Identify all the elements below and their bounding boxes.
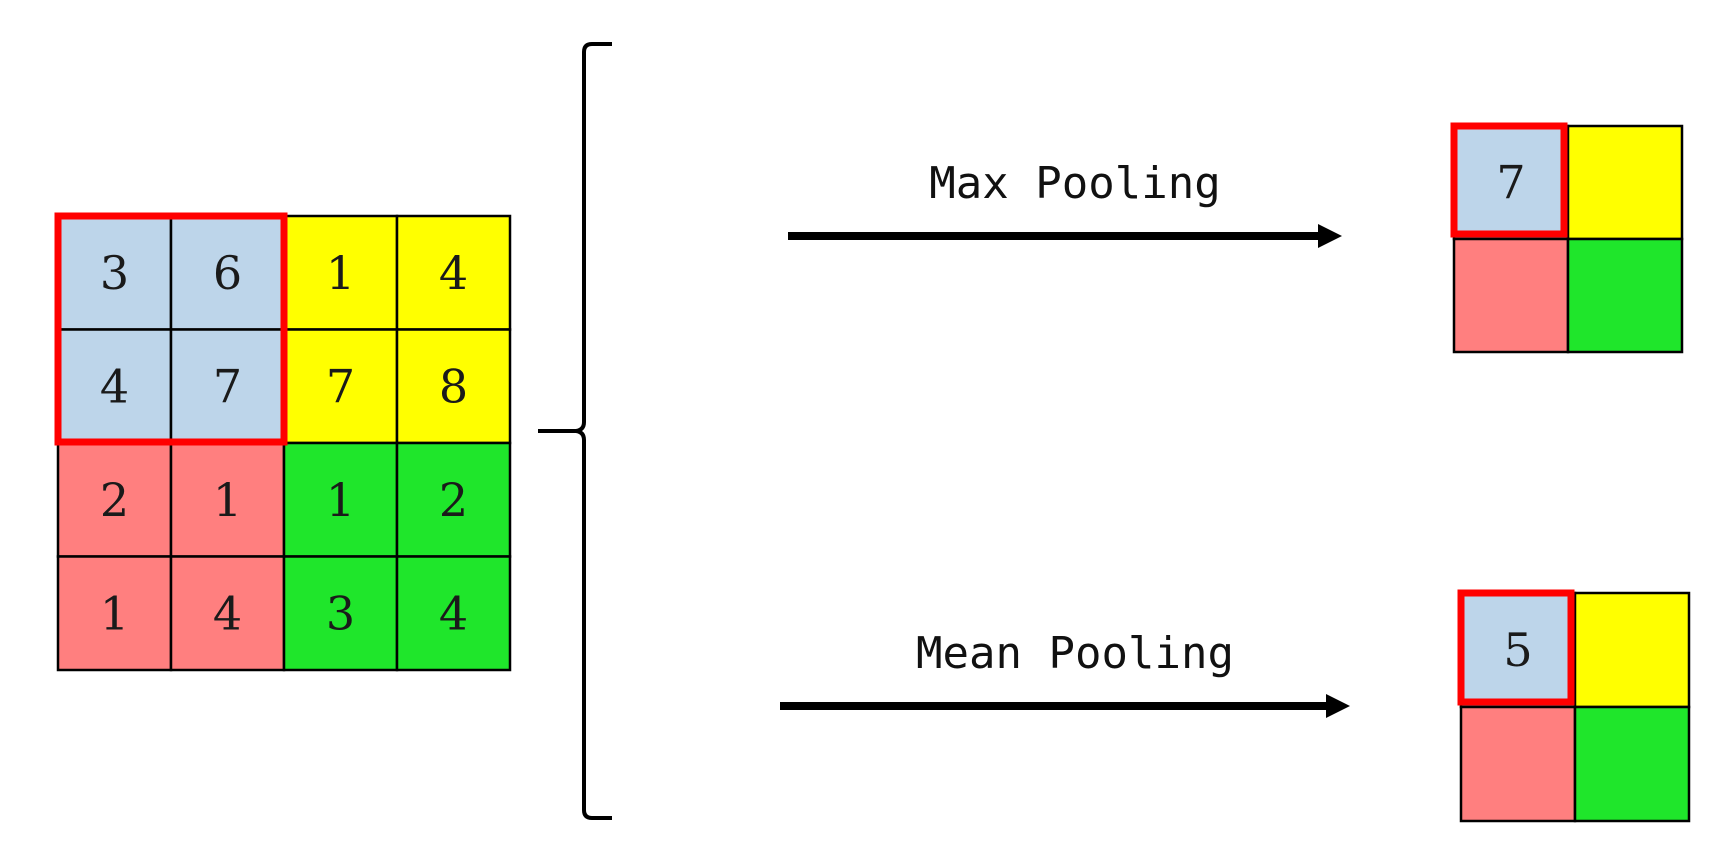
input-cell	[282, 555, 399, 672]
max-output-cell	[1566, 237, 1684, 354]
input-cell	[56, 214, 173, 331]
max-output-highlight	[1450, 122, 1568, 238]
max-pooling-arrow	[788, 224, 1342, 248]
input-cell	[395, 328, 512, 445]
input-cell-value: 1	[326, 246, 355, 300]
mean-output-cell	[1573, 705, 1691, 823]
input-cell-value: 1	[213, 473, 242, 527]
max-output-cell	[1452, 237, 1570, 354]
max-pooling-label: Max Pooling	[929, 158, 1220, 209]
mean-output-value: 5	[1503, 623, 1532, 677]
mean-pooling-output-grid: 5	[1459, 591, 1691, 823]
input-cell-value: 2	[439, 473, 468, 527]
input-cell-value: 4	[439, 586, 468, 640]
input-cell-value: 2	[100, 473, 129, 527]
input-cell-value: 3	[326, 586, 355, 640]
input-cell-value: 6	[213, 246, 242, 300]
max-output-cell	[1452, 124, 1570, 241]
curly-brace	[538, 42, 612, 820]
mean-pooling-arrow	[780, 694, 1350, 718]
max-pooling-output-grid: 7	[1452, 124, 1684, 354]
input-window-highlight	[54, 212, 288, 446]
input-cell-value: 4	[100, 359, 129, 413]
input-cell-value: 1	[326, 473, 355, 527]
input-cell-value: 3	[100, 246, 129, 300]
input-cell-value: 1	[100, 586, 129, 640]
input-cell-value: 7	[213, 359, 242, 413]
input-cell	[56, 555, 173, 672]
input-grid: 3 6 1 4 4 7 7 8 2 1 1 2 1 4 3 4	[56, 214, 512, 672]
mean-output-cell	[1459, 591, 1577, 709]
mean-pooling-label: Mean Pooling	[916, 628, 1234, 679]
mean-output-cell	[1573, 591, 1691, 709]
mean-output-cell	[1459, 705, 1577, 823]
input-cell	[169, 555, 286, 672]
input-cell-value: 7	[326, 359, 355, 413]
mean-output-highlight	[1457, 589, 1575, 706]
input-cell	[395, 555, 512, 672]
max-output-value: 7	[1496, 156, 1525, 210]
input-cell-value: 4	[213, 586, 242, 640]
max-output-cell	[1566, 124, 1684, 241]
input-cell-value: 8	[439, 359, 468, 413]
input-cell-value: 4	[439, 246, 468, 300]
input-cell	[56, 441, 173, 558]
input-cell	[395, 441, 512, 558]
